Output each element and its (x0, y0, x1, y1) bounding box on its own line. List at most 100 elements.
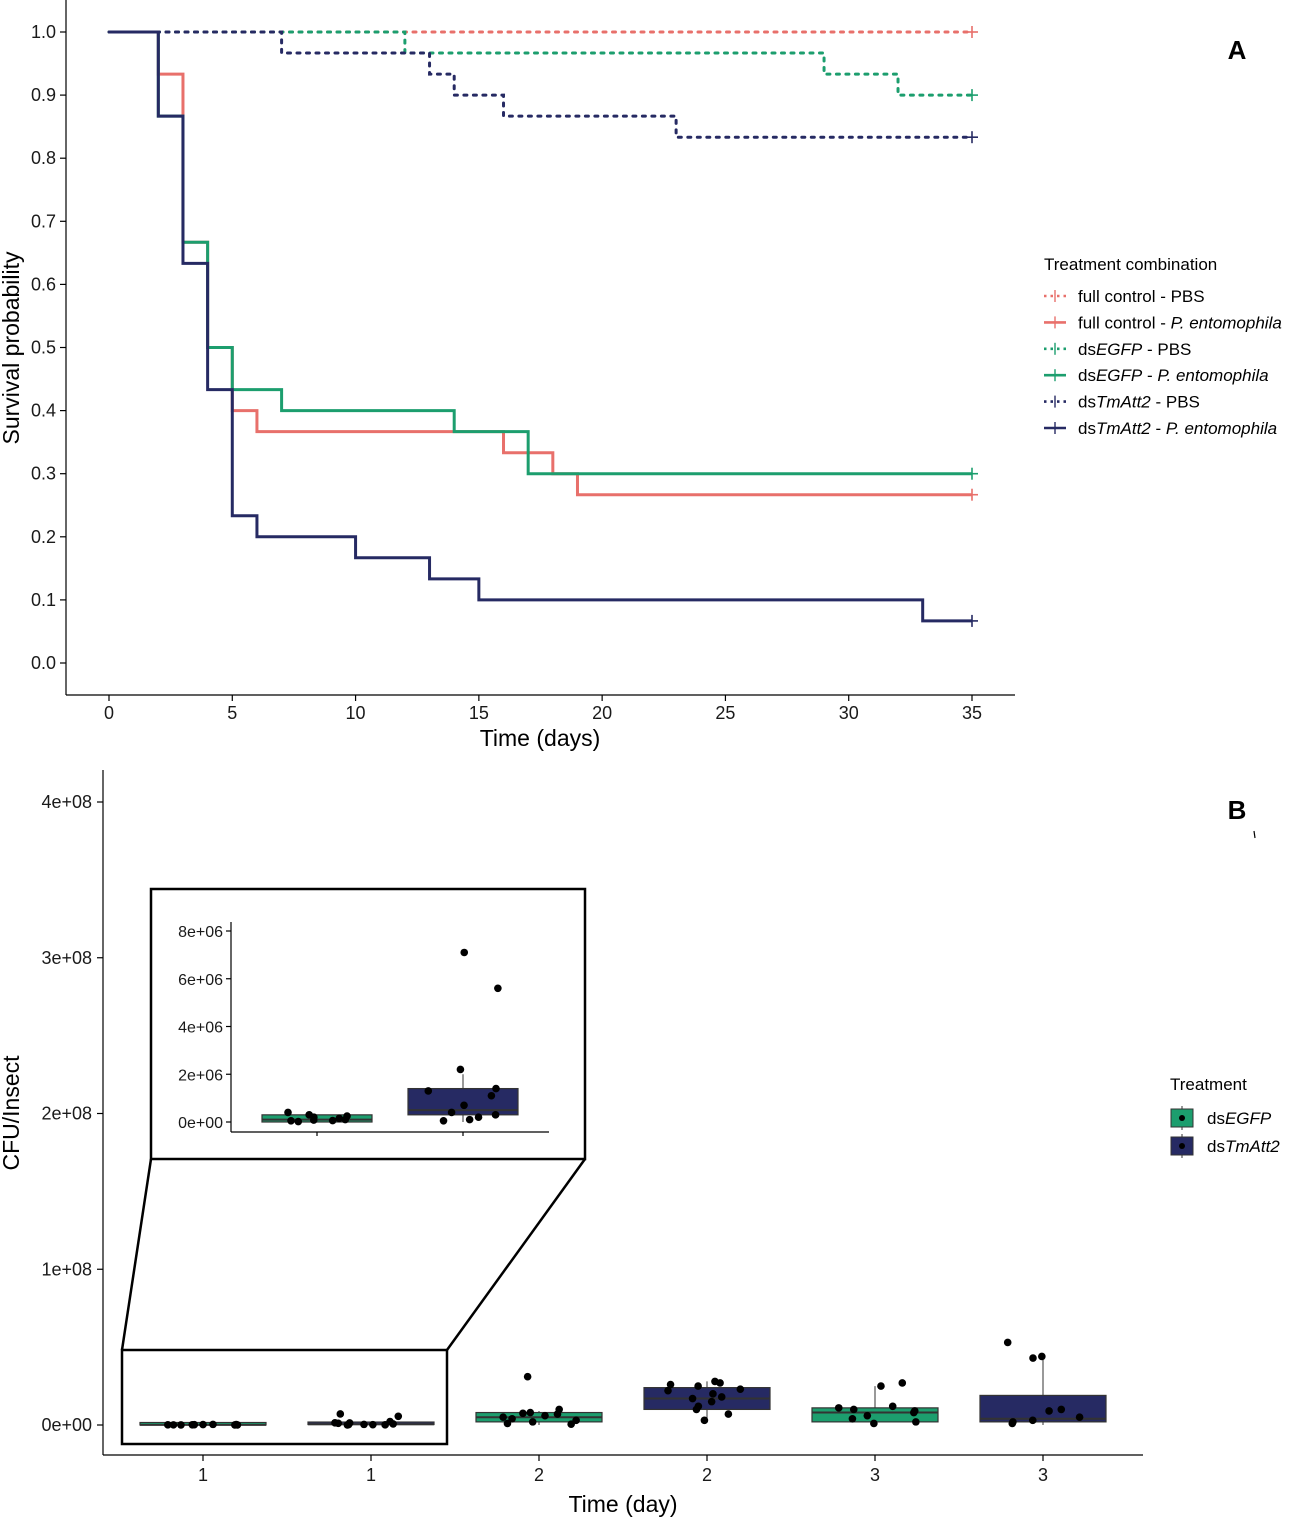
panel-a-legend-title: Treatment combination (1044, 255, 1217, 274)
y-tick-label: 0.9 (31, 85, 56, 105)
box-body (811, 1407, 939, 1423)
x-tick-label: 3 (1038, 1465, 1048, 1485)
data-point (567, 1420, 575, 1429)
panel-a-survival-chart: A 0.0 0.1 0.2 0.3 0.4 0.5 0.6 0.7 0.8 0.9 1.0 0 5 10… (0, 0, 1282, 751)
x-tick-label: 2 (702, 1465, 712, 1485)
data-point (508, 1414, 516, 1423)
data-point (877, 1382, 885, 1390)
box-group (407, 948, 519, 1125)
panel-a-x-axis-title: Time (days) (480, 725, 601, 751)
x-tick-label: 35 (962, 703, 982, 723)
panel-b-stray-mark (1253, 830, 1256, 839)
data-point (335, 1114, 344, 1123)
legend-label-4: dsTmAtt2 - PBS (1078, 393, 1200, 412)
x-tick-label: 20 (592, 703, 612, 723)
data-point (1028, 1416, 1037, 1425)
panel-a-label: A (1228, 35, 1247, 65)
data-point (834, 1404, 843, 1412)
data-point (487, 1091, 496, 1100)
survival-curve-3 (109, 30, 972, 476)
box-group (811, 1379, 939, 1428)
data-point (898, 1379, 907, 1387)
data-point (334, 1419, 343, 1428)
panel-b-label: B (1228, 795, 1247, 825)
data-point (389, 1420, 397, 1428)
data-point (177, 1421, 185, 1429)
y-tick-label: 0.8 (31, 148, 56, 168)
zoom-connector-left (120, 1158, 153, 1351)
box-group (307, 1410, 435, 1429)
data-point (169, 1421, 178, 1429)
inset-y-tick-label: 6e+06 (178, 972, 223, 989)
y-tick-label: 0e+00 (41, 1415, 92, 1435)
y-tick-label: 0.1 (31, 590, 56, 610)
legend-label-5: dsTmAtt2 - P. entomophila (1078, 419, 1277, 438)
data-point (360, 1420, 368, 1429)
panel-a-y-axis-title: Survival probability (0, 251, 24, 445)
data-point (284, 1108, 292, 1117)
legend-key-dot (1179, 1115, 1185, 1121)
zoom-connector-right (445, 1158, 587, 1351)
data-point (707, 1397, 716, 1406)
legend-label-2: dsEGFP - PBS (1078, 340, 1191, 359)
survival-curve-5 (109, 30, 972, 623)
x-tick-label: 25 (715, 703, 735, 723)
legend-label-0: full control - PBS (1078, 287, 1205, 306)
data-point (664, 1386, 672, 1395)
data-point (381, 1421, 389, 1429)
data-point (424, 1087, 433, 1095)
data-point (492, 1084, 500, 1093)
data-point (499, 1413, 507, 1422)
x-tick-label: 0 (104, 703, 114, 723)
survival-curve-4 (107, 30, 974, 139)
data-point (232, 1420, 241, 1429)
panel-b-x-axis-title: Time (day) (568, 1491, 677, 1517)
panel-b-legend-title: Treatment (1170, 1075, 1247, 1094)
data-point (519, 1409, 527, 1418)
y-tick-label: 4e+08 (41, 792, 92, 812)
y-tick-label: 0.5 (31, 338, 56, 358)
data-point (456, 1065, 465, 1074)
box-body (979, 1394, 1107, 1423)
y-tick-label: 3e+08 (41, 948, 92, 968)
panel-b-inset: 0e+00 2e+06 4e+06 6e+06 8e+06 (149, 887, 587, 1161)
box-group (261, 1108, 373, 1126)
data-point (688, 1394, 697, 1403)
box-group (139, 1420, 267, 1429)
data-point (848, 1414, 857, 1423)
data-point (460, 948, 469, 957)
legend-label-b-0: dsEGFP (1207, 1109, 1272, 1128)
data-point (526, 1408, 535, 1417)
x-tick-label: 5 (227, 703, 237, 723)
panel-b-y-axis-title: CFU/Insect (0, 1055, 24, 1171)
data-point (494, 984, 502, 993)
y-tick-label: 0.0 (31, 653, 56, 673)
x-tick-label: 3 (870, 1465, 880, 1485)
data-point (724, 1410, 733, 1418)
data-point (209, 1420, 217, 1429)
legend-key-dot (1179, 1143, 1185, 1149)
data-point (1029, 1354, 1037, 1362)
data-point (503, 1419, 512, 1428)
data-point (328, 1116, 337, 1125)
data-point (336, 1410, 345, 1418)
data-point (188, 1420, 197, 1429)
y-tick-label: 1e+08 (41, 1259, 92, 1279)
y-tick-label: 1.0 (31, 22, 56, 42)
data-point (541, 1411, 549, 1420)
data-point (709, 1390, 717, 1398)
data-point (716, 1379, 724, 1387)
data-point (666, 1380, 675, 1389)
panel-a-legend: Treatment combination full control - PBS… (1044, 255, 1282, 438)
data-point (474, 1113, 483, 1122)
data-point (460, 1101, 468, 1110)
data-point (870, 1419, 878, 1428)
data-point (700, 1416, 709, 1425)
data-point (528, 1418, 537, 1426)
panel-b-boxes (139, 1338, 1107, 1429)
x-tick-label: 1 (366, 1465, 376, 1485)
y-tick-label: 0.7 (31, 211, 56, 231)
box-group (475, 1372, 603, 1429)
data-point (1038, 1352, 1046, 1361)
survival-curve-2 (107, 30, 974, 97)
